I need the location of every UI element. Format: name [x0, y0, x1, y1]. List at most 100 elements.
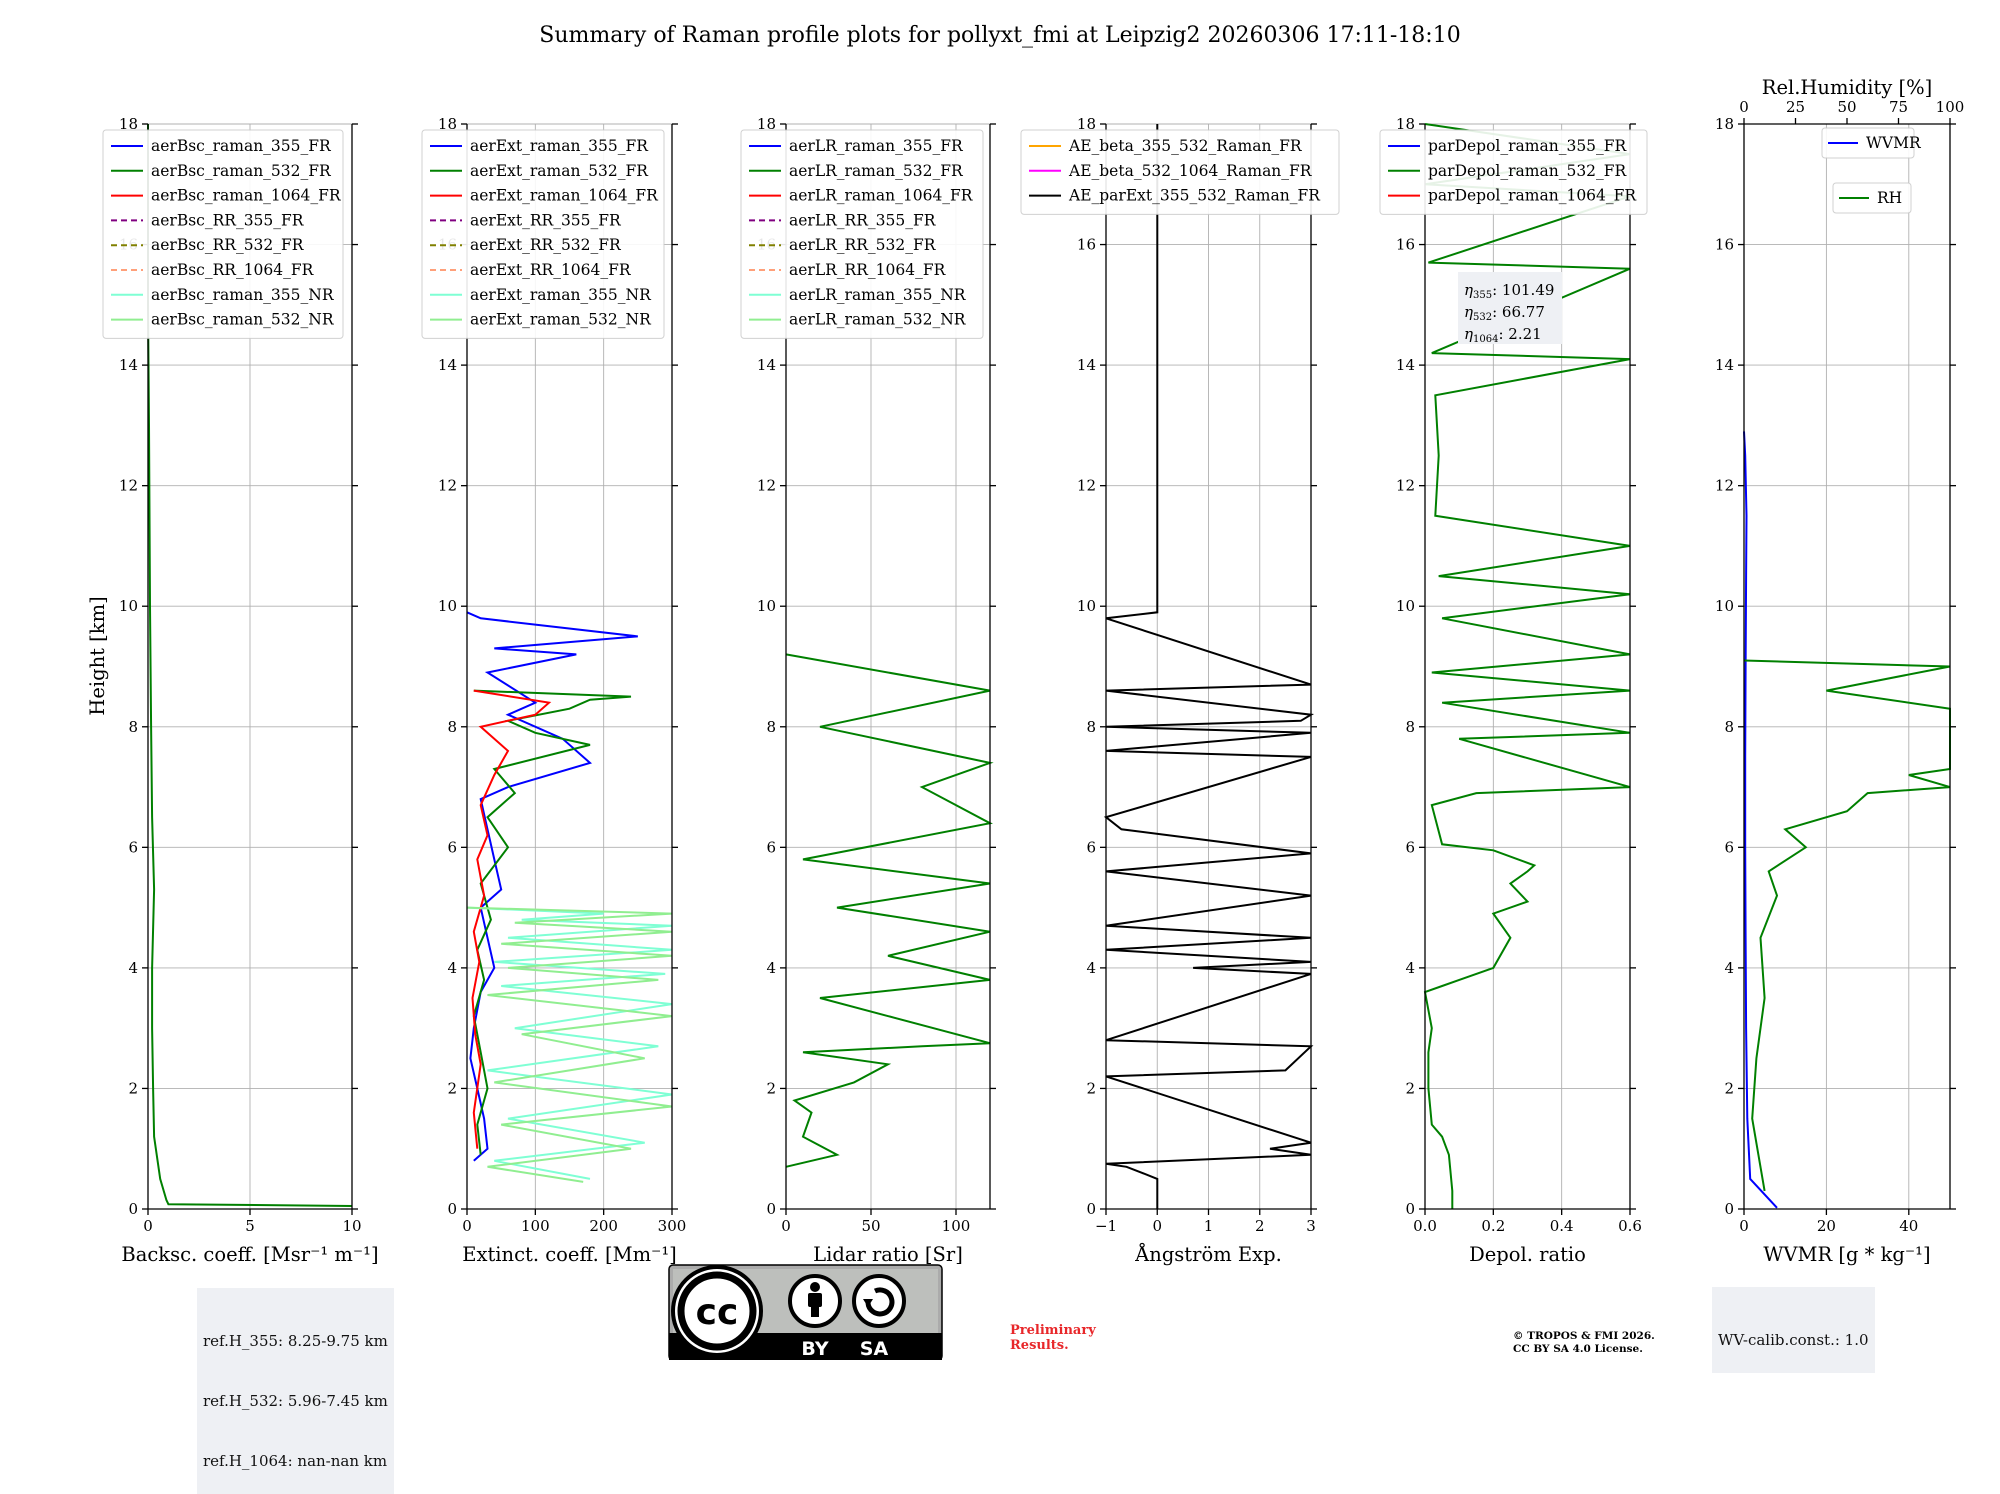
legend-label-aerExt_RR_532_FR: aerExt_RR_532_FR [470, 236, 622, 254]
legend-box [1020, 129, 1340, 215]
y-tick-label: 10 [1715, 597, 1734, 615]
license-by-label: BY [801, 1338, 828, 1360]
legend-label-aerLR_RR_1064_FR: aerLR_RR_1064_FR [789, 261, 947, 279]
y-tick-label: 4 [1724, 959, 1734, 977]
series-line-aerExt_raman_532_NR [466, 906, 673, 1183]
legend-box [1832, 182, 1912, 214]
legend-label-aerBsc_raman_532_NR: aerBsc_raman_532_NR [151, 311, 335, 329]
eta-355: η355: 101.49 [1464, 281, 1554, 301]
wv-calibration-box: WV-calib.const.: 1.0 [1712, 1287, 1875, 1373]
series-line-parDepol_raman_532_FR [1423, 123, 1631, 1209]
y-tick-label: 8 [1086, 718, 1096, 736]
x-tick-label: −1 [1095, 1217, 1117, 1235]
y-tick-label: 0 [447, 1200, 457, 1218]
y-tick-label: 2 [1724, 1079, 1734, 1097]
top-x-tick-label: 50 [1837, 98, 1856, 116]
cc-license-badge[interactable]: cc BY SA [668, 1264, 943, 1360]
y-tick-label: 4 [1086, 959, 1096, 977]
legend-label-aerLR_raman_1064_FR: aerLR_raman_1064_FR [789, 187, 974, 205]
y-tick-label: 12 [119, 477, 138, 495]
legend-label-aerExt_raman_532_NR: aerExt_raman_532_NR [470, 311, 652, 329]
license-sa-label: SA [860, 1338, 889, 1360]
panel-extinction: 0246810121416180100200300Extinct. coeff.… [421, 115, 687, 1266]
legend-label-aerLR_RR_355_FR: aerLR_RR_355_FR [789, 211, 937, 229]
reference-heights-box: ref.H_355: 8.25-9.75 km ref.H_532: 5.96-… [197, 1288, 394, 1494]
series-line-aerExt_raman_1064_FR [471, 689, 552, 1149]
y-tick-label: 2 [128, 1079, 138, 1097]
series-line-aerExt_raman_532_FR [472, 689, 632, 1155]
legend-label-aerExt_raman_1064_FR: aerExt_raman_1064_FR [470, 187, 659, 205]
legend: parDepol_raman_355_FR parDepol_raman_532_… [1379, 129, 1648, 215]
series-line-aerExt_raman_355_NR [466, 906, 673, 1180]
y-axis-label: Height [km] [86, 596, 109, 715]
x-tick-label: 0 [1739, 1217, 1749, 1235]
y-tick-label: 2 [766, 1079, 776, 1097]
y-tick-label: 10 [438, 597, 457, 615]
y-tick-label: 6 [1724, 838, 1734, 856]
x-tick-label: 3 [1306, 1217, 1316, 1235]
x-tick-label: 0 [143, 1217, 153, 1235]
legend-label-AE_parExt_355_532_Raman_FR: AE_parExt_355_532_Raman_FR [1068, 187, 1321, 205]
legend-label-aerBsc_raman_355_FR: aerBsc_raman_355_FR [151, 137, 332, 155]
series-line-RH [1743, 659, 1951, 1192]
x-tick-label: 50 [861, 1217, 880, 1235]
legend-label-parDepol_raman_355_FR: parDepol_raman_355_FR [1428, 137, 1628, 155]
y-tick-label: 14 [1396, 356, 1415, 374]
y-tick-label: 14 [1077, 356, 1096, 374]
y-tick-label: 0 [1405, 1200, 1415, 1218]
x-tick-label: 300 [658, 1217, 687, 1235]
legend-label-aerBsc_RR_355_FR: aerBsc_RR_355_FR [151, 211, 305, 229]
eta-box [1458, 272, 1562, 344]
y-tick-label: 12 [1077, 477, 1096, 495]
legend: aerExt_raman_355_FR aerExt_raman_532_FRae… [421, 129, 665, 339]
y-tick-label: 10 [1396, 597, 1415, 615]
top-axis-label: Rel.Humidity [%] [1762, 76, 1932, 99]
y-tick-label: 10 [1077, 597, 1096, 615]
panels: 0246810121416180510Backsc. coeff. [Msr⁻¹… [102, 76, 1964, 1266]
x-tick-label: 5 [245, 1217, 255, 1235]
y-tick-label: 4 [447, 959, 457, 977]
legend-label-aerLR_RR_532_FR: aerLR_RR_532_FR [789, 236, 937, 254]
y-tick-label: 4 [128, 959, 138, 977]
legend-label-aerExt_raman_355_NR: aerExt_raman_355_NR [470, 286, 652, 304]
x-tick-label: 0 [1152, 1217, 1162, 1235]
y-tick-label: 18 [1715, 115, 1734, 133]
series-line-WVMR [1743, 431, 1778, 1209]
y-tick-label: 2 [1405, 1079, 1415, 1097]
y-tick-label: 16 [1715, 236, 1734, 254]
legend-label-parDepol_raman_532_FR: parDepol_raman_532_FR [1428, 162, 1628, 180]
figure-title: Summary of Raman profile plots for polly… [539, 23, 1460, 48]
y-tick-label: 16 [1077, 236, 1096, 254]
panel-lidar_ratio: 024681012141618050100Lidar ratio [Sr]aer… [740, 115, 996, 1266]
y-tick-label: 8 [447, 718, 457, 736]
y-tick-label: 18 [1077, 115, 1096, 133]
legend-label-aerLR_raman_355_FR: aerLR_raman_355_FR [789, 137, 964, 155]
legend-label-aerExt_raman_532_FR: aerExt_raman_532_FR [470, 162, 649, 180]
x-tick-label: 0.2 [1481, 1217, 1505, 1235]
y-tick-label: 6 [1086, 838, 1096, 856]
y-tick-label: 12 [438, 477, 457, 495]
legend-label-aerLR_raman_355_NR: aerLR_raman_355_NR [789, 286, 967, 304]
x-axis-label: Extinct. coeff. [Mm⁻¹] [462, 1243, 677, 1266]
legend-label-aerBsc_raman_532_FR: aerBsc_raman_532_FR [151, 162, 332, 180]
legend-label-aerBsc_RR_532_FR: aerBsc_RR_532_FR [151, 236, 305, 254]
copyright-line-2: CC BY SA 4.0 License. [1513, 1343, 1643, 1355]
x-tick-label: 2 [1255, 1217, 1265, 1235]
y-tick-label: 6 [1405, 838, 1415, 856]
legend-label-aerLR_raman_532_FR: aerLR_raman_532_FR [789, 162, 964, 180]
legend-box [1821, 127, 1915, 159]
x-axis-label: Ångström Exp. [1134, 1241, 1282, 1266]
y-tick-label: 14 [438, 356, 457, 374]
y-tick-label: 4 [1405, 959, 1415, 977]
ref-height-1064: ref.H_1064: nan-nan km [203, 1452, 388, 1470]
legend-label-AE_beta_355_532_Raman_FR: AE_beta_355_532_Raman_FR [1068, 137, 1303, 155]
legend-label: RH [1877, 189, 1902, 207]
legend-label-parDepol_raman_1064_FR: parDepol_raman_1064_FR [1428, 187, 1637, 205]
preliminary-line-2: Results. [1010, 1338, 1069, 1353]
y-tick-label: 16 [1396, 236, 1415, 254]
legend-box [1379, 129, 1648, 215]
legend-label-aerBsc_raman_355_NR: aerBsc_raman_355_NR [151, 286, 335, 304]
x-axis-label: WVMR [g * kg⁻¹] [1763, 1243, 1930, 1266]
y-tick-label: 2 [1086, 1079, 1096, 1097]
legend-label-aerBsc_raman_1064_FR: aerBsc_raman_1064_FR [151, 187, 342, 205]
